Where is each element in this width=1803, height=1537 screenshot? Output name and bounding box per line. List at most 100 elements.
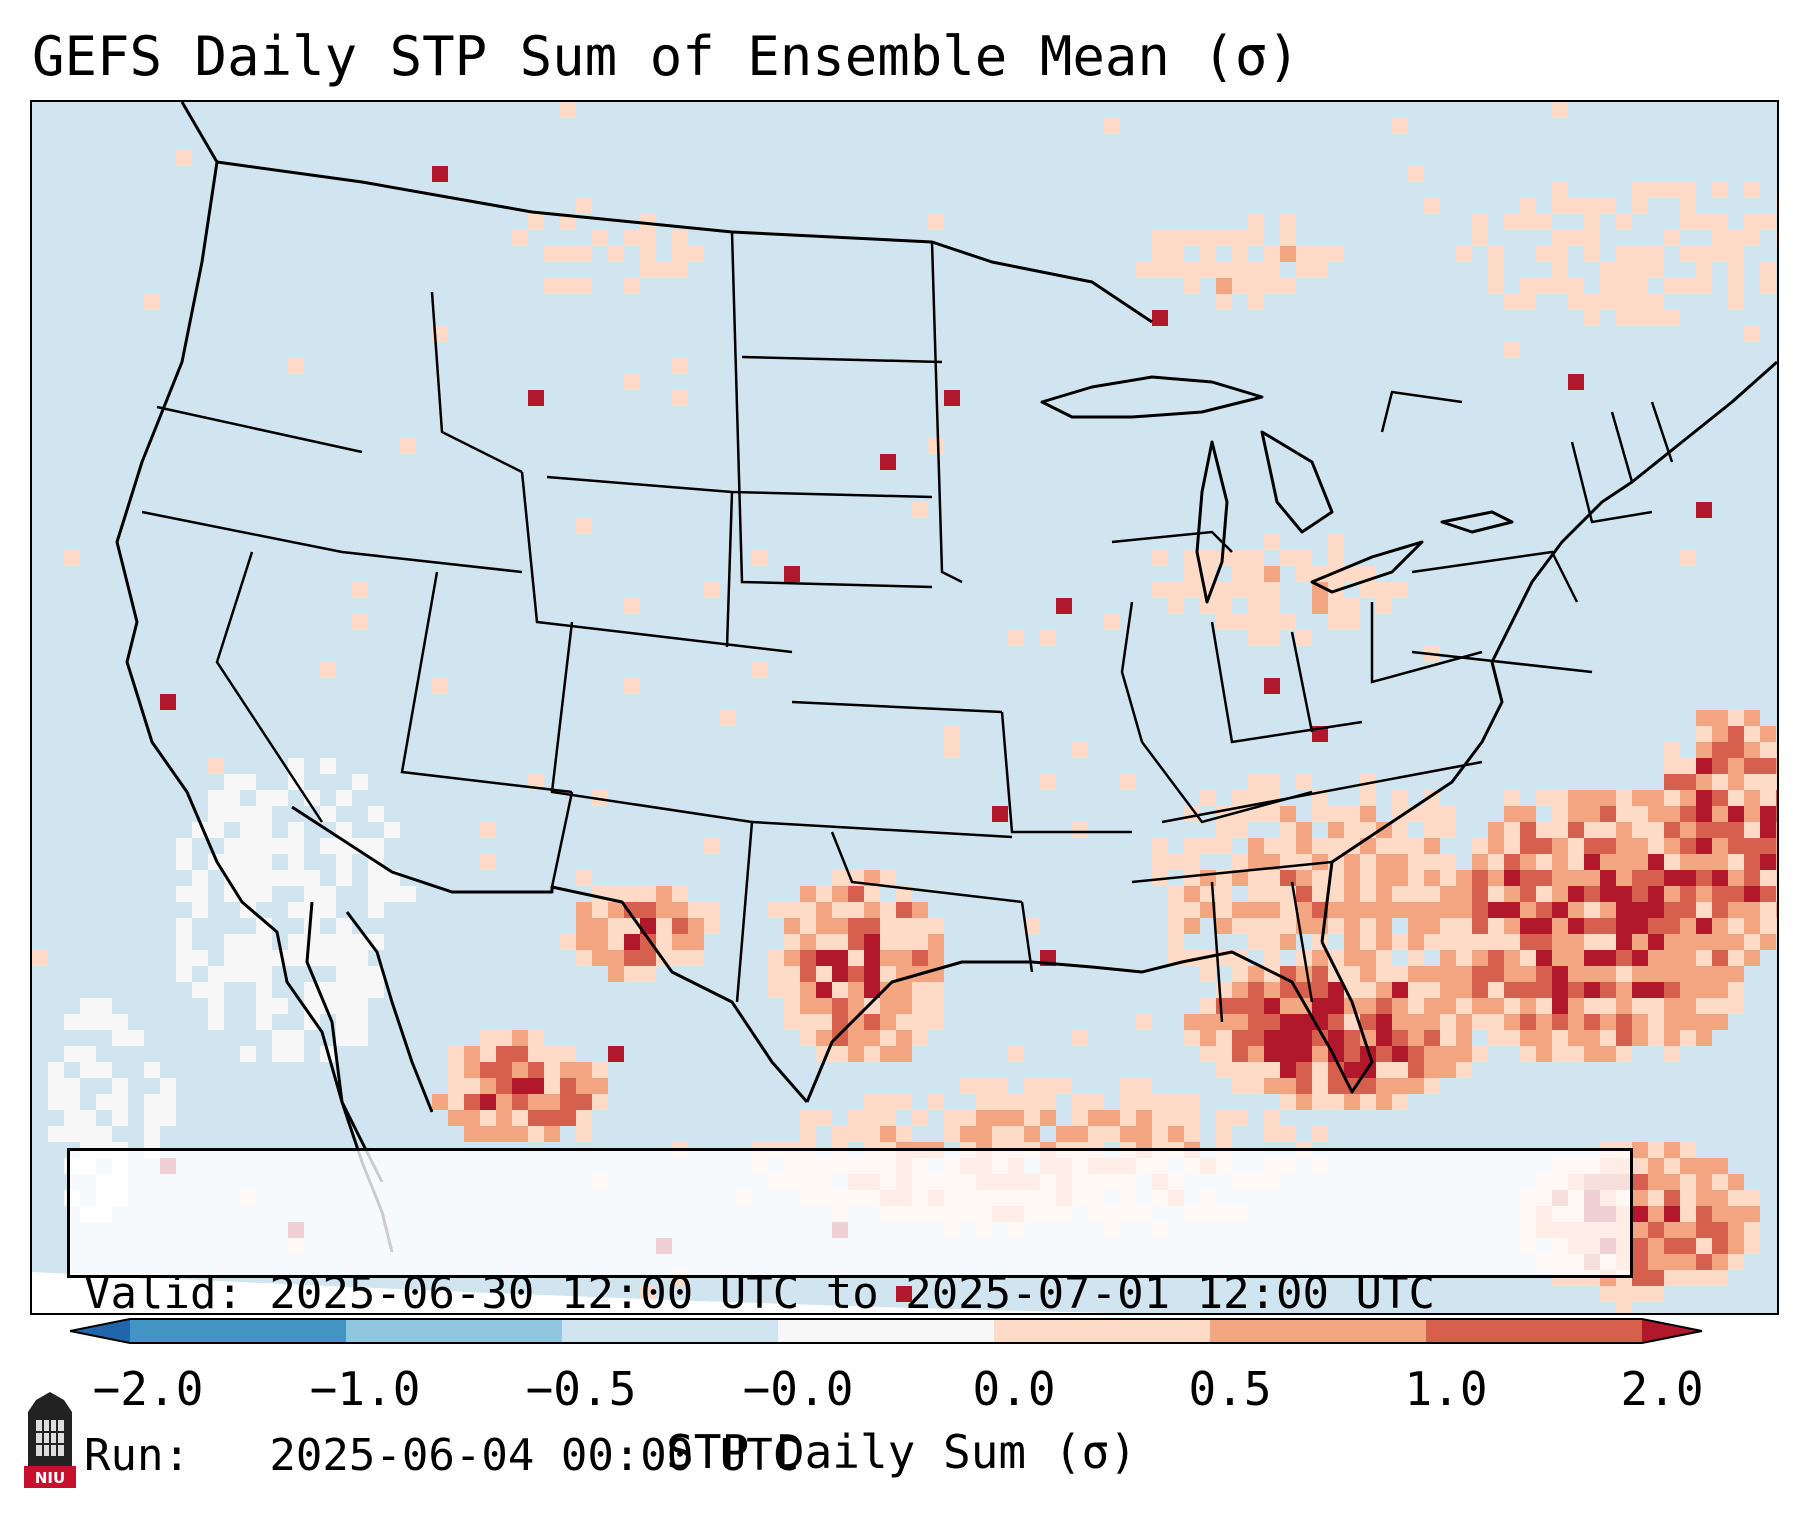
anomaly-cell [976, 1126, 992, 1142]
anomaly-cell [1616, 310, 1632, 326]
anomaly-cell [1344, 566, 1360, 582]
anomaly-cell [1520, 902, 1536, 918]
anomaly-cell [528, 1094, 544, 1110]
anomaly-cell [1696, 502, 1712, 518]
anomaly-cell [1424, 982, 1440, 998]
anomaly-cell [1328, 534, 1344, 550]
anomaly-cell [1360, 902, 1376, 918]
anomaly-cell [1728, 1238, 1744, 1254]
anomaly-cell [1520, 1046, 1536, 1062]
anomaly-cell [512, 1030, 528, 1046]
anomaly-cell [848, 1110, 864, 1126]
anomaly-cell [1584, 1046, 1600, 1062]
lake-ontario [1440, 510, 1514, 534]
anomaly-cell [1552, 838, 1568, 854]
anomaly-cell [480, 822, 496, 838]
anomaly-cell [1264, 950, 1280, 966]
anomaly-cell [1536, 870, 1552, 886]
anomaly-cell [320, 902, 336, 918]
anomaly-cell [1616, 278, 1632, 294]
anomaly-cell [1248, 582, 1264, 598]
anomaly-cell [688, 950, 704, 966]
anomaly-cell [1488, 982, 1504, 998]
anomaly-cell [1152, 854, 1168, 870]
anomaly-cell [272, 1046, 288, 1062]
anomaly-cell [1760, 278, 1776, 294]
state-border [725, 491, 734, 648]
anomaly-cell [1232, 550, 1248, 566]
anomaly-cell [1424, 838, 1440, 854]
anomaly-cell [976, 1078, 992, 1094]
anomaly-cell [1664, 230, 1680, 246]
anomaly-cell [848, 918, 864, 934]
anomaly-cell [1088, 1110, 1104, 1126]
anomaly-cell [1152, 582, 1168, 598]
anomaly-cell [1536, 854, 1552, 870]
colorbar [70, 1318, 1703, 1344]
anomaly-cell [240, 886, 256, 902]
anomaly-cell [1072, 1126, 1088, 1142]
anomaly-cell [384, 886, 400, 902]
anomaly-cell [1696, 838, 1712, 854]
anomaly-cell [1696, 854, 1712, 870]
anomaly-cell [672, 230, 688, 246]
anomaly-cell [592, 902, 608, 918]
anomaly-cell [1504, 998, 1520, 1014]
anomaly-cell [1360, 1078, 1376, 1094]
anomaly-cell [576, 902, 592, 918]
anomaly-cell [1648, 1190, 1664, 1206]
anomaly-cell [1008, 1126, 1024, 1142]
anomaly-cell [1760, 870, 1776, 886]
anomaly-cell [1616, 246, 1632, 262]
anomaly-cell [1696, 214, 1712, 230]
anomaly-cell [864, 950, 880, 966]
anomaly-cell [256, 806, 272, 822]
anomaly-cell [576, 918, 592, 934]
anomaly-cell [1232, 870, 1248, 886]
anomaly-cell [1488, 278, 1504, 294]
anomaly-cell [1408, 934, 1424, 950]
anomaly-cell [1552, 182, 1568, 198]
anomaly-cell [576, 1126, 592, 1142]
anomaly-cell [272, 838, 288, 854]
anomaly-cell [1200, 902, 1216, 918]
anomaly-cell [304, 886, 320, 902]
anomaly-cell [1296, 886, 1312, 902]
anomaly-cell [576, 950, 592, 966]
anomaly-cell [256, 982, 272, 998]
anomaly-cell [672, 918, 688, 934]
colorbar-tick-label: 0.0 [972, 1362, 1056, 1416]
anomaly-cell [576, 246, 592, 262]
anomaly-cell [1760, 838, 1776, 854]
anomaly-cell [288, 902, 304, 918]
anomaly-cell [1344, 950, 1360, 966]
anomaly-cell [1312, 262, 1328, 278]
anomaly-cell [816, 1030, 832, 1046]
anomaly-cell [1536, 902, 1552, 918]
anomaly-cell [832, 950, 848, 966]
anomaly-cell [1072, 1094, 1088, 1110]
anomaly-cell [1648, 1254, 1664, 1270]
anomaly-cell [1360, 918, 1376, 934]
anomaly-cell [624, 902, 640, 918]
state-border [1161, 760, 1483, 824]
anomaly-cell [592, 1078, 608, 1094]
anomaly-cell [1680, 790, 1696, 806]
anomaly-cell [1568, 1030, 1584, 1046]
anomaly-cell [304, 934, 320, 950]
anomaly-cell [1728, 934, 1744, 950]
anomaly-cell [1536, 998, 1552, 1014]
anomaly-cell [560, 102, 576, 118]
anomaly-cell [1680, 550, 1696, 566]
anomaly-cell [1648, 294, 1664, 310]
anomaly-cell [1312, 1078, 1328, 1094]
anomaly-cell [1552, 918, 1568, 934]
anomaly-cell [640, 950, 656, 966]
anomaly-cell [864, 1014, 880, 1030]
anomaly-cell [1392, 1078, 1408, 1094]
anomaly-cell [1232, 822, 1248, 838]
anomaly-cell [1424, 806, 1440, 822]
anomaly-cell [1696, 950, 1712, 966]
anomaly-cell [1600, 1030, 1616, 1046]
anomaly-cell [640, 1286, 656, 1302]
